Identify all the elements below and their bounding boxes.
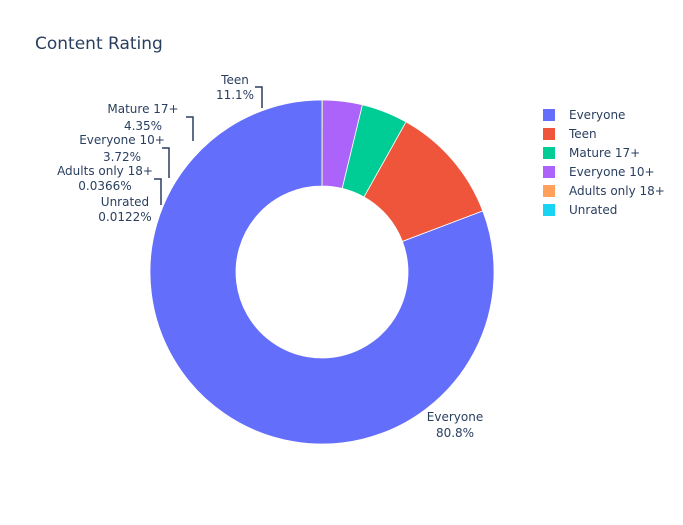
legend-swatch-adults-only-18-plus[interactable] — [543, 185, 555, 197]
slice-label-everyone-10-plus: Everyone 10+ — [79, 133, 165, 147]
legend-swatch-everyone[interactable] — [543, 109, 555, 121]
slice-label-teen: Teen — [220, 73, 249, 87]
legend-label-adults-only-18-plus[interactable]: Adults only 18+ — [569, 184, 665, 198]
legend-swatch-everyone-10-plus[interactable] — [543, 166, 555, 178]
leader-line-everyone-10-plus — [162, 147, 170, 178]
slice-percent-adults-only-18-plus: 0.0366% — [78, 179, 131, 193]
slice-percent-everyone-10-plus: 3.72% — [103, 150, 141, 164]
leader-line-mature-17-plus — [186, 116, 194, 141]
legend-label-unrated[interactable]: Unrated — [569, 203, 617, 217]
legend-label-mature-17-plus[interactable]: Mature 17+ — [569, 146, 640, 160]
leader-line-teen — [255, 86, 263, 108]
slice-percent-everyone: 80.8% — [436, 426, 474, 440]
legend-swatch-unrated[interactable] — [543, 204, 555, 216]
legend-label-everyone[interactable]: Everyone — [569, 108, 625, 122]
chart-title: Content Rating — [35, 34, 163, 54]
slice-percent-unrated: 0.0122% — [98, 210, 151, 224]
slice-percent-teen: 11.1% — [216, 88, 254, 102]
legend-label-teen[interactable]: Teen — [568, 127, 597, 141]
legend: Everyone Teen Mature 17+ Everyone 10+ Adults… — [543, 108, 665, 217]
slice-label-unrated: Unrated — [101, 195, 149, 209]
slice-everyone[interactable] — [149, 99, 495, 445]
slice-label-mature-17-plus: Mature 17+ — [107, 102, 178, 116]
legend-swatch-mature-17-plus[interactable] — [543, 147, 555, 159]
slice-label-adults-only-18-plus: Adults only 18+ — [57, 164, 153, 178]
legend-label-everyone-10-plus[interactable]: Everyone 10+ — [569, 165, 655, 179]
slice-label-everyone: Everyone — [427, 410, 483, 424]
slice-percent-mature-17-plus: 4.35% — [124, 119, 162, 133]
legend-swatch-teen[interactable] — [543, 128, 555, 140]
slice-everyone-10-plus[interactable] — [321, 99, 363, 189]
leader-line-adults-only-18-plus — [154, 178, 162, 205]
